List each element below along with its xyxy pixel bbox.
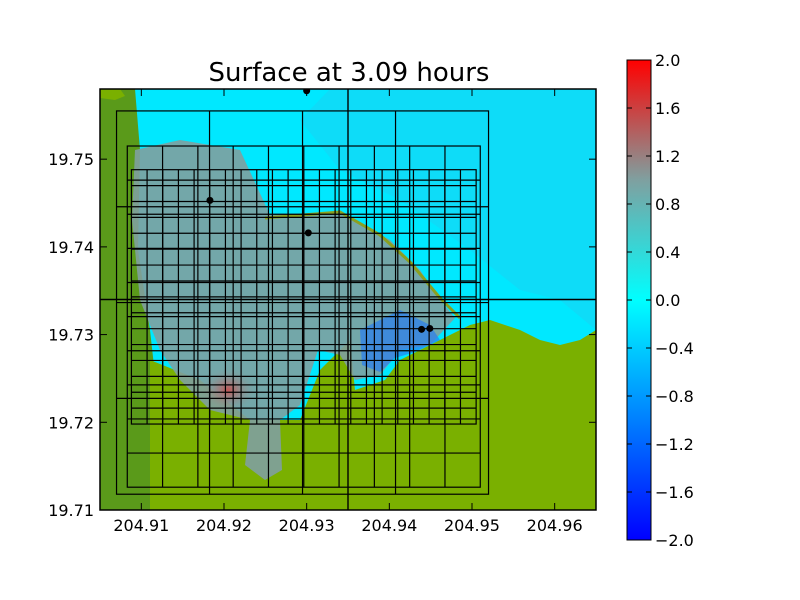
colorbar-tick-label: 1.2 [655,147,680,166]
plot-area [100,89,596,510]
colorbar-ticks: 2.0 1.6 1.2 0.8 0.4 0.0 −0.4 −0.8 −1.2 −1.6 −2.0 [627,51,694,550]
cross-lines [100,89,596,510]
y-tick-label: 19.71 [48,501,94,520]
x-tick-label: 204.94 [361,516,417,535]
colorbar-tick-label: −1.2 [655,435,694,454]
colorbar-tick-label: −2.0 [655,531,694,550]
colorbar-tick-label: −0.4 [655,339,694,358]
colorbar-tick-label: 0.8 [655,195,680,214]
x-tick-label: 204.93 [279,516,335,535]
harbor-depression [360,310,440,372]
y-axis: 19.71 19.72 19.73 19.74 19.75 [48,150,596,520]
colorbar-tick-label: 0.0 [655,291,680,310]
y-tick-label: 19.74 [48,238,94,257]
colorbar-tick-label: 2.0 [655,51,680,70]
y-tick-label: 19.73 [48,326,94,345]
land-north-corner [100,89,125,100]
gauge-point [304,229,312,237]
colorbar-tick-label: 0.4 [655,243,680,262]
chart-title: Surface at 3.09 hours [209,58,490,88]
x-tick-label: 204.96 [527,516,583,535]
colorbar-tick-label: −1.6 [655,483,694,502]
colorbar-tick-label: 1.6 [655,99,680,118]
y-tick-label: 19.72 [48,413,94,432]
x-tick-label: 204.92 [196,516,252,535]
x-tick-label: 204.91 [113,516,169,535]
plot-frame [99,88,597,511]
x-tick-label: 204.95 [444,516,500,535]
gauge-point [418,325,426,333]
gauge-point [426,324,434,332]
gauge-point [206,196,214,204]
gauge-markers [206,89,434,333]
refinement-grids [115,110,490,495]
x-axis: 204.91 204.92 204.93 204.94 204.95 204.96 [113,89,583,535]
peak-elevation [200,368,256,412]
y-tick-label: 19.75 [48,150,94,169]
colorbar-tick-label: −0.8 [655,387,694,406]
colorbar: 2.0 1.6 1.2 0.8 0.4 0.0 −0.4 −0.8 −1.2 −1.6 −2.0 [626,51,694,550]
